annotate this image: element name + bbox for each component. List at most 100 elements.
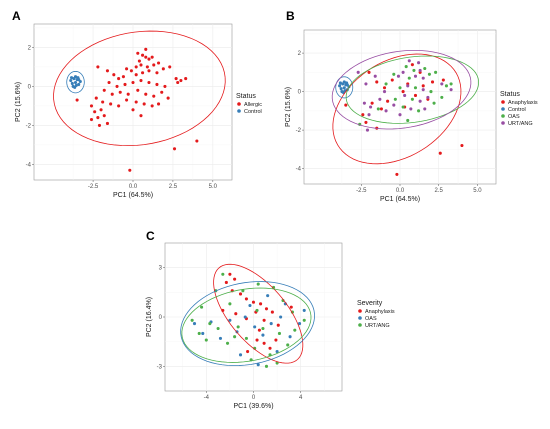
data-point-allergic [136,51,140,55]
legend-label-oas: OAS [508,114,520,120]
data-point-anaphylaxis [264,307,269,311]
data-point-oas [393,97,397,101]
data-point-anaphylaxis [441,78,445,82]
data-point-allergic [131,80,135,85]
data-point-urt-ang [302,318,306,322]
data-layer [53,30,226,172]
data-point-allergic [157,102,161,106]
data-point-allergic [176,80,180,85]
data-point-urt-ang [417,61,421,65]
data-point-allergic [75,98,79,102]
legend-key-allergic [237,102,241,106]
data-point-anaphylaxis [421,84,425,88]
data-point-oas [243,315,247,319]
data-point-allergic [160,90,164,94]
series-anaphylaxis [344,63,464,176]
data-point-allergic [134,100,138,104]
data-point-oas [279,315,283,319]
data-point-oas [256,363,260,367]
data-point-urt-ang [440,82,444,86]
legend-title: Severity [357,300,383,307]
data-point-anaphylaxis [234,312,238,316]
legend-key-oas [358,316,362,320]
confidence-ellipse-urt-ang [181,287,312,363]
panel-a: A -2.5 0.0 2.5 5.0 -4 -2 0 2 PC1 (64.5%) PC2 (15.6… [12,9,262,199]
data-point-allergic [99,108,103,112]
data-point-allergic [101,100,105,104]
data-point-anaphylaxis [238,292,243,296]
data-point-anaphylaxis [246,349,250,354]
data-point-anaphylaxis [244,297,248,301]
y-axis-title: PC2 (15.6%) [15,82,22,122]
data-point-urt-ang [449,88,453,92]
data-point-oas [253,325,257,329]
data-point-oas [269,322,273,326]
data-point-oas [440,95,444,99]
data-point-allergic [179,79,183,83]
data-point-anaphylaxis [382,86,387,90]
data-point-urt-ang [409,107,413,111]
y-tick-label: -4 [26,162,32,168]
data-point-allergic [155,71,159,75]
y-tick-label: 0 [28,84,32,90]
data-point-oas [449,82,453,86]
data-point-urt-ang [378,97,382,101]
data-point-allergic [147,69,151,73]
legend-label-allergic: Allergic [244,102,262,108]
data-point-oas [192,322,197,326]
data-point-oas [412,68,416,72]
y-tick-label: 0 [159,315,163,321]
data-point-urt-ang [418,99,422,103]
series-anaphylaxis [221,272,293,354]
data-point-urt-ang [208,322,212,326]
data-point-anaphylaxis [438,151,442,155]
series-oas [192,294,306,367]
data-point-allergic [147,80,151,85]
data-point-oas [406,118,410,123]
data-point-oas [275,349,279,354]
data-point-oas [410,97,414,101]
data-point-urt-ang [365,128,370,132]
data-point-allergic [121,75,125,79]
data-point-anaphylaxis [262,318,266,322]
data-point-control [77,78,81,82]
data-point-allergic [150,55,154,59]
data-point-urt-ang [367,113,371,117]
data-point-urt-ang [244,336,248,340]
data-point-urt-ang [403,93,407,97]
legend-label-control: Control [508,107,526,113]
data-point-urt-ang [407,59,411,63]
data-point-allergic [94,96,98,100]
x-tick-label: 0.0 [129,184,138,190]
data-point-anaphylaxis [228,272,232,276]
panel-letter: C [146,229,155,243]
data-point-urt-ang [373,74,377,78]
data-point-urt-ang [423,107,427,111]
data-point-urt-ang [356,70,360,74]
y-tick-label: 3 [159,266,163,272]
data-point-urt-ang [228,302,232,306]
data-point-anaphylaxis [401,90,405,94]
legend-label-oas: OAS [365,316,377,322]
legend-label-anaphylaxis: Anaphylaxis [365,309,395,315]
series-allergic [75,47,199,172]
data-point-control [342,86,346,90]
data-point-allergic [126,92,130,96]
data-point-allergic [112,73,116,77]
data-point-allergic [131,108,135,112]
data-point-anaphylaxis [276,323,280,327]
data-point-allergic [137,59,141,63]
data-point-anaphylaxis [274,338,278,342]
data-point-urt-ang [406,84,410,88]
x-tick-label: 4 [299,395,303,401]
confidence-ellipse-allergic [53,30,226,147]
data-point-anaphylaxis [370,101,374,105]
data-point-oas [432,101,436,105]
data-point-urt-ang [190,318,194,322]
data-point-allergic [139,63,143,67]
y-tick-label: -2 [26,123,32,129]
data-point-urt-ang [233,335,237,339]
data-point-allergic [96,116,100,120]
